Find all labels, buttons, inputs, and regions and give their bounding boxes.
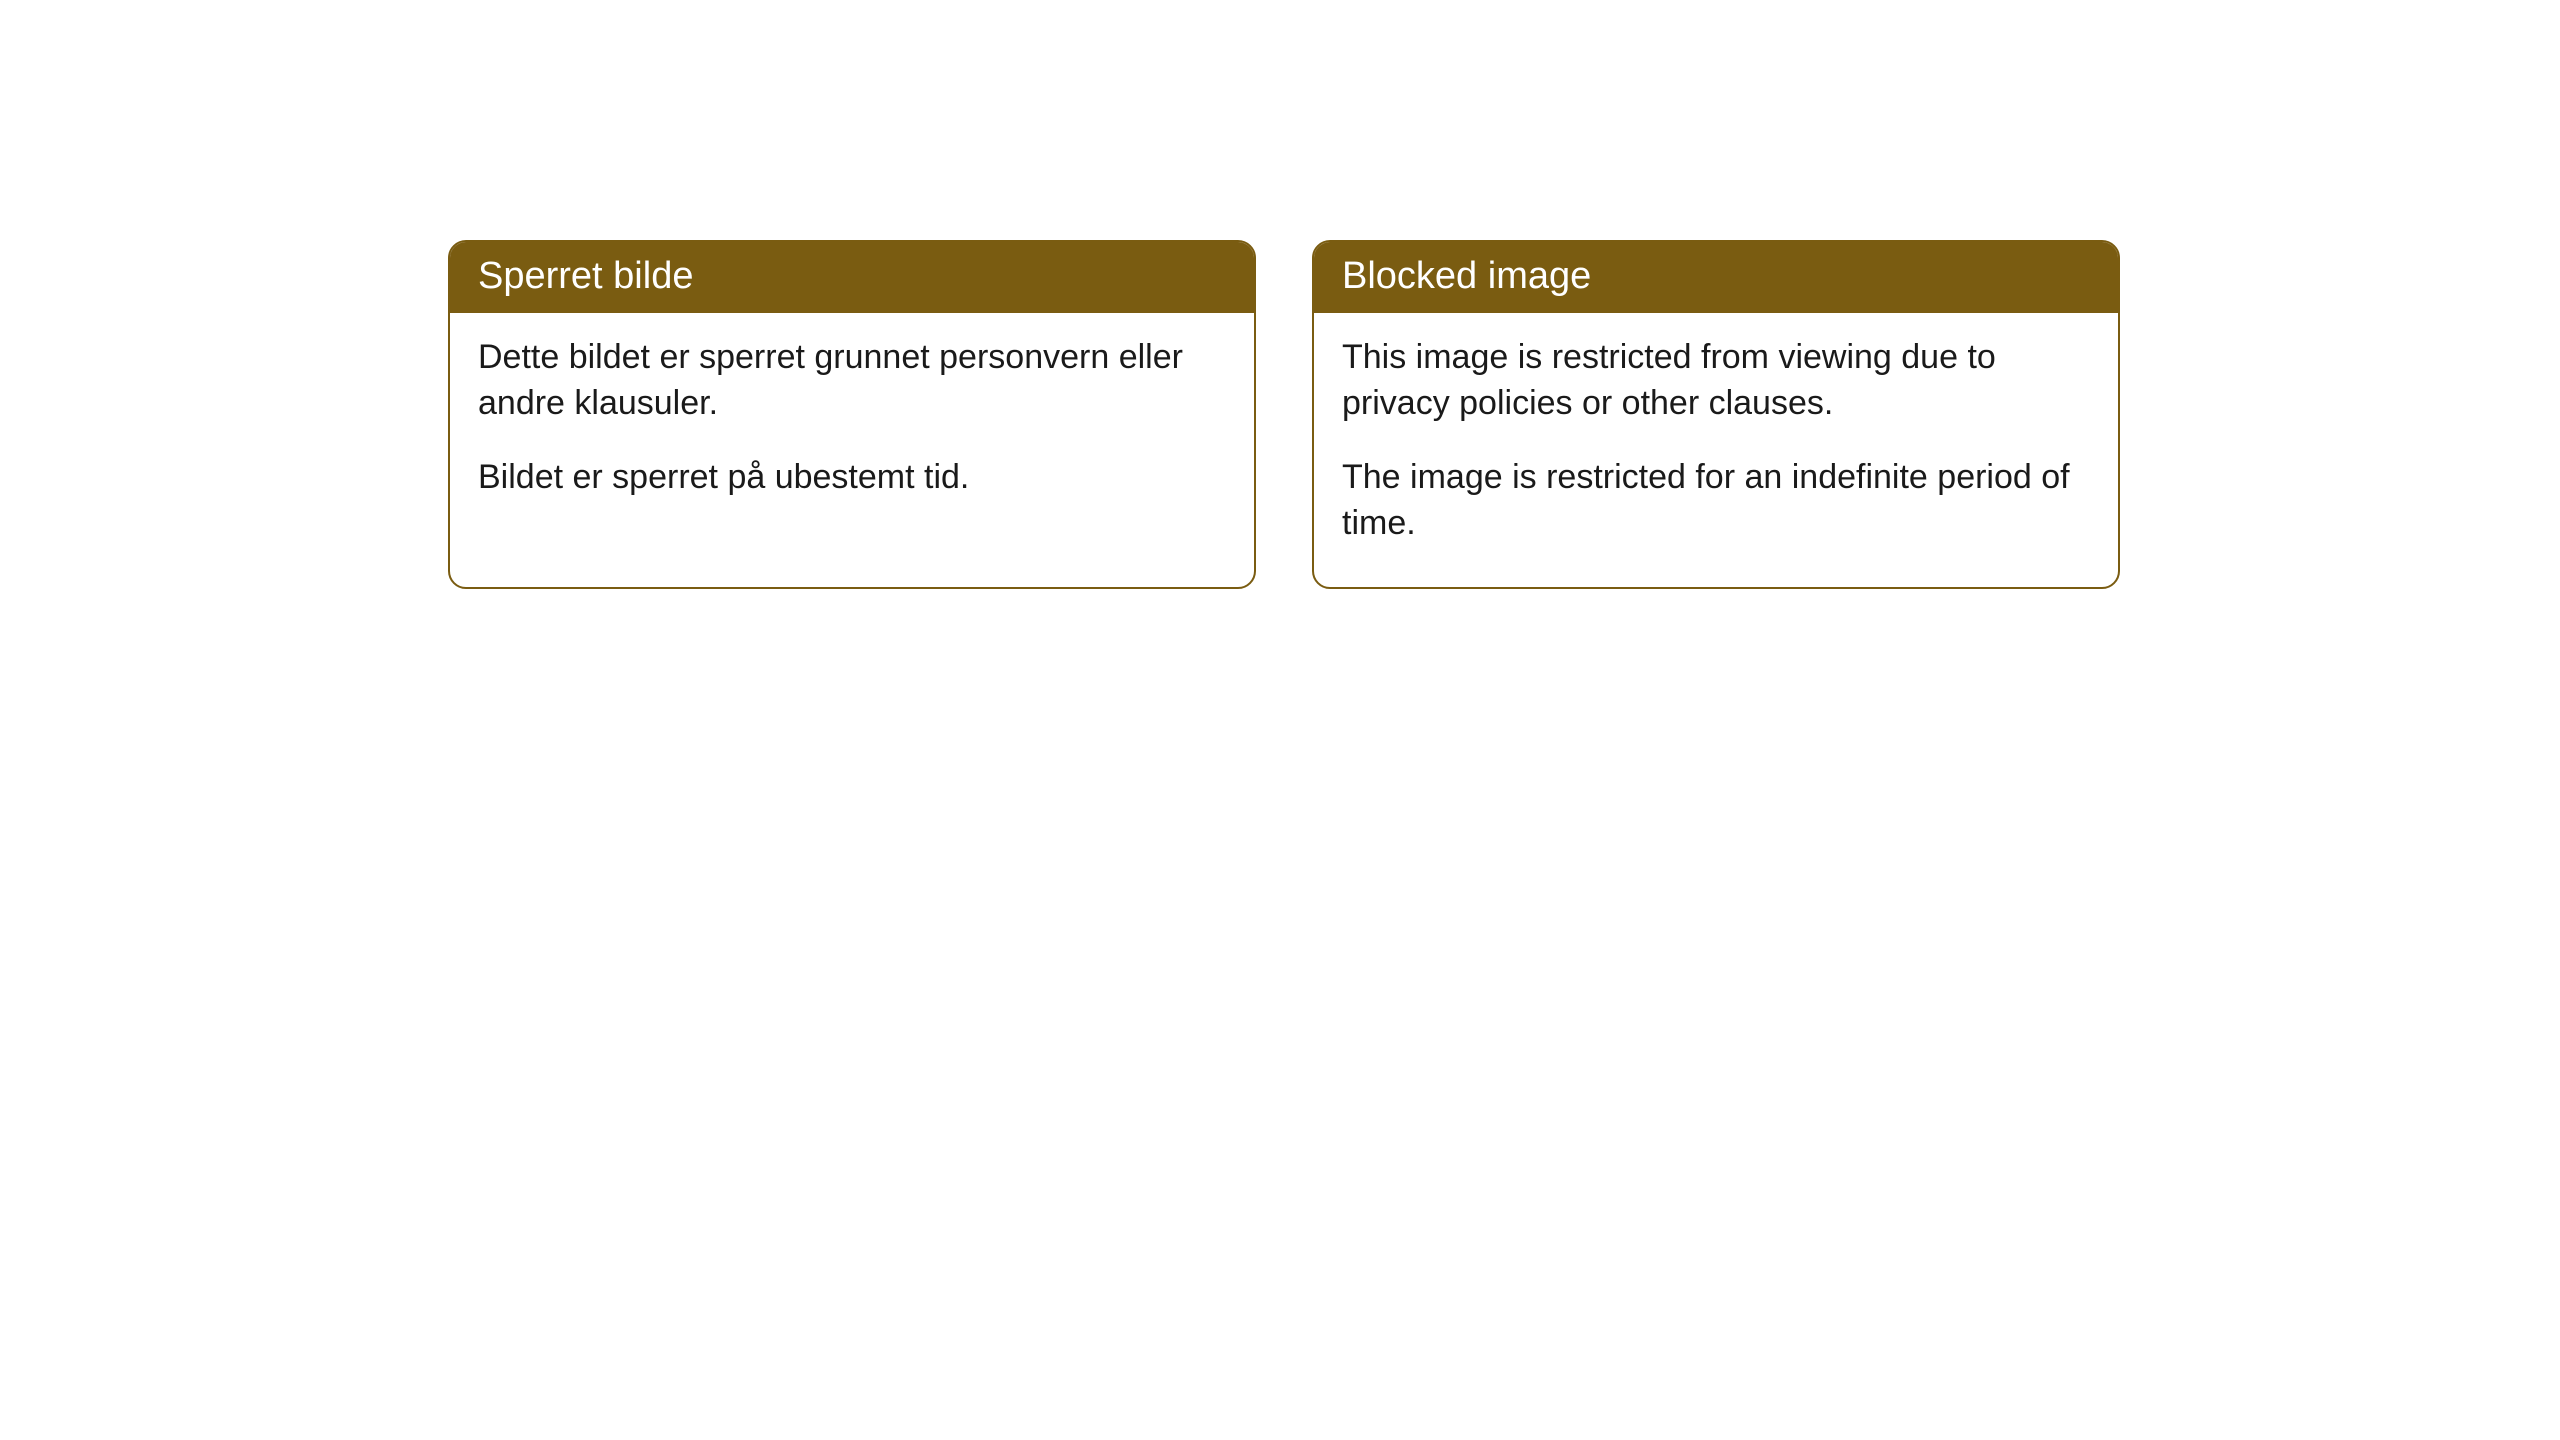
- card-paragraph: The image is restricted for an indefinit…: [1342, 455, 2090, 547]
- card-title: Blocked image: [1342, 255, 1591, 297]
- card-header: Sperret bilde: [450, 242, 1254, 313]
- card-paragraph: Bildet er sperret på ubestemt tid.: [478, 455, 1226, 501]
- card-paragraph: Dette bildet er sperret grunnet personve…: [478, 335, 1226, 427]
- blocked-image-card-english: Blocked image This image is restricted f…: [1312, 240, 2120, 589]
- cards-container: Sperret bilde Dette bildet er sperret gr…: [448, 240, 2120, 589]
- card-header: Blocked image: [1314, 242, 2118, 313]
- card-body: Dette bildet er sperret grunnet personve…: [450, 313, 1254, 541]
- blocked-image-card-norwegian: Sperret bilde Dette bildet er sperret gr…: [448, 240, 1256, 589]
- card-body: This image is restricted from viewing du…: [1314, 313, 2118, 587]
- card-title: Sperret bilde: [478, 255, 693, 297]
- card-paragraph: This image is restricted from viewing du…: [1342, 335, 2090, 427]
